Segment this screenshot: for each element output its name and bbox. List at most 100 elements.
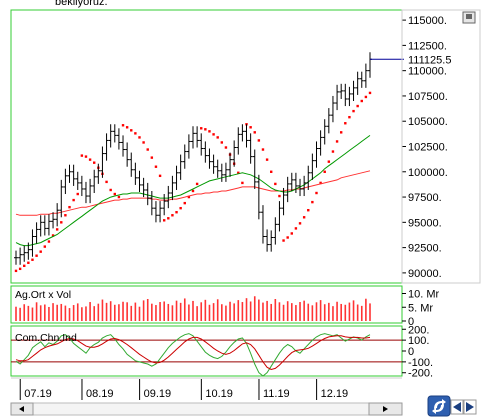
price-tick-label: 95000. (408, 217, 442, 229)
price-bar (125, 142, 130, 167)
price-bar (38, 215, 43, 237)
scroll-thumb[interactable] (368, 402, 403, 416)
price-tick-label: 100000. (408, 167, 448, 179)
date-tick-label: 11.19 (263, 388, 290, 400)
prev-arrow-icon (453, 402, 461, 412)
sar-dot (47, 240, 51, 243)
current-value-label: 111125.5 (408, 54, 451, 66)
price-tick-label: 105000. (408, 116, 448, 128)
price-bar (228, 152, 233, 177)
price-bar (158, 201, 163, 223)
sar-dot (307, 209, 310, 212)
price-bar (162, 194, 167, 216)
price-tick-label: 92500. (408, 243, 442, 255)
previous-button[interactable] (450, 399, 464, 415)
price-bar (104, 133, 109, 161)
cci-tick-label: -100. (408, 357, 433, 369)
price-bar (244, 124, 249, 148)
volume-bar (315, 302, 318, 321)
price-bar (18, 247, 23, 265)
sar-dot (183, 201, 186, 205)
price-tick-label: 115000. (408, 15, 447, 27)
volume-bar (151, 303, 153, 321)
price-bar (129, 152, 134, 177)
volume-bar (278, 302, 281, 321)
sar-dot (64, 214, 67, 217)
volume-tick-label: 0 (408, 316, 414, 328)
scale-button[interactable] (462, 11, 476, 24)
volume-bar (52, 303, 54, 321)
price-bar (100, 146, 105, 178)
price-bar (355, 71, 360, 95)
date-tick-label: 12.19 (321, 388, 349, 400)
price-bar (195, 126, 200, 148)
price-bar (351, 80, 356, 101)
price-bar (26, 242, 31, 260)
volume-bar (72, 305, 75, 321)
price-bar (223, 162, 228, 182)
price-bar (96, 163, 101, 184)
sar-dot (323, 170, 326, 173)
price-bar (133, 162, 138, 185)
arrow-left-icon (19, 406, 24, 412)
volume-bar (344, 304, 347, 321)
price-tick-label: 110000. (408, 66, 447, 78)
volume-bar (212, 303, 215, 321)
price-bar (310, 153, 315, 180)
sar-dot (356, 104, 359, 108)
price-tick-label: 112500. (408, 40, 447, 52)
horizontal-scrollbar[interactable] (10, 402, 403, 416)
sar-dot (76, 192, 79, 196)
volume-bar (365, 298, 367, 321)
price-bar (318, 130, 323, 156)
price-tick-label: 102500. (408, 142, 448, 154)
price-bar (335, 84, 340, 111)
volume-bar (340, 303, 342, 321)
volume-bar (159, 302, 161, 321)
volume-bar (274, 299, 277, 321)
sar-dot (364, 95, 368, 99)
price-bar (265, 229, 270, 252)
price-bar (145, 182, 150, 206)
price-bar (248, 133, 253, 164)
sar-dot (14, 269, 18, 273)
price-bar (55, 203, 60, 227)
volume-tick-label: 10. Mr (408, 289, 440, 301)
price-bar (260, 205, 265, 244)
sar-dot (23, 264, 26, 268)
volume-bar (290, 303, 293, 321)
sar-dot (84, 155, 88, 158)
volume-bar (130, 305, 133, 321)
sar-dot (220, 141, 224, 144)
sar-dot (368, 91, 372, 95)
ma-long-series (15, 170, 371, 216)
volume-bar (85, 306, 87, 321)
refresh-button[interactable] (427, 395, 451, 417)
next-button[interactable] (463, 399, 477, 415)
price-bar (153, 201, 158, 223)
price-bar (207, 148, 212, 169)
cci-lines (15, 333, 371, 377)
volume-bar (126, 302, 128, 321)
sar-dot (253, 131, 256, 134)
ma-short-line (15, 134, 371, 247)
volume-bar (167, 303, 170, 321)
price-bar (30, 229, 35, 257)
volume-bar (81, 307, 83, 321)
price-bar (285, 176, 290, 203)
sar-dot (237, 171, 240, 174)
price-axis-box (401, 9, 481, 284)
scroll-left-button[interactable] (10, 402, 34, 416)
volume-bar (262, 302, 264, 321)
price-tick-label: 90000. (408, 268, 442, 280)
price-bar (59, 179, 64, 218)
volume-bar (23, 304, 26, 321)
sar-dot (146, 148, 149, 151)
cci-tick-label: 100. (408, 335, 429, 347)
volume-bar (303, 300, 305, 321)
price-bar (191, 126, 195, 149)
price-tick-label: 107500. (408, 91, 448, 103)
volume-bar (35, 302, 38, 321)
volume-bar (118, 304, 120, 321)
